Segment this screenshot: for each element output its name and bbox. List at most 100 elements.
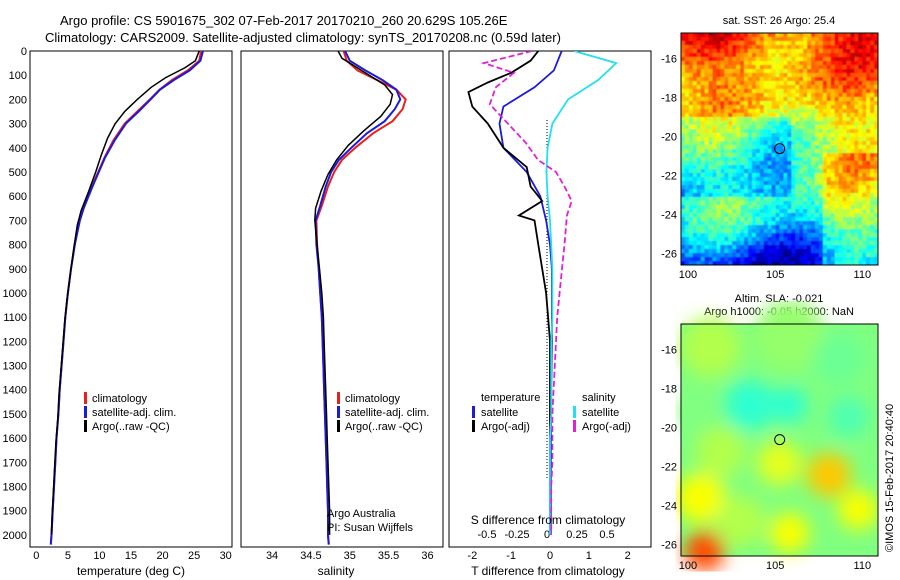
depth-tick-label: 1700	[3, 457, 27, 469]
s-tick-label: -0.5	[478, 529, 497, 541]
legend-climatology: climatology	[345, 393, 401, 405]
depth-tick-label: 800	[9, 240, 27, 252]
lat-tick-label: -18	[661, 383, 677, 395]
lat-tick-label: -22	[661, 461, 677, 473]
depth-tick-label: 300	[9, 119, 27, 131]
depth-tick-label: 1500	[3, 409, 27, 421]
sla-map-frame	[680, 323, 879, 557]
depth-tick-label: 1900	[3, 506, 27, 518]
sst-map-tick-labels: 100 105 110 -16 -18 -20 -22 -24 -26	[661, 53, 871, 281]
legend-t-satellite: satellite	[481, 407, 518, 419]
t-difference-xlabel: T difference from climatology	[471, 564, 625, 578]
series-line-argo-raw-qc-	[314, 51, 394, 535]
s-tick-label: 0.25	[566, 529, 587, 541]
x-tick-label: 2	[625, 550, 631, 562]
s-tick-label: 0	[544, 529, 550, 541]
lon-tick-label: 110	[854, 269, 872, 281]
temperature-legend: climatology satellite-adj. clim. Argo(..…	[84, 392, 176, 433]
lon-tick-label: 105	[766, 269, 784, 281]
lat-tick-label: -22	[661, 170, 677, 182]
lat-tick-label: -20	[661, 422, 677, 434]
legend-swatch-satellite	[337, 406, 340, 418]
imos-credit: ©IMOS 15-Feb-2017 20:40:40	[884, 404, 896, 552]
depth-tick-label: 900	[9, 264, 27, 276]
argo-position-marker	[774, 143, 786, 155]
legend-s-argo: Argo(-adj)	[582, 421, 631, 433]
x-tick-label: 0	[33, 550, 39, 562]
salinity-legend: climatology satellite-adj. clim. Argo(..…	[337, 392, 429, 433]
sla-map-tick-labels: 100 105 110 -16 -18 -20 -22 -24 -26	[661, 344, 871, 572]
lat-tick-label: -18	[661, 92, 677, 104]
series-line-satellite-adj-clim-	[314, 51, 402, 545]
difference-profiles	[467, 51, 618, 535]
depth-tick-label: 400	[9, 143, 27, 155]
x-tick-label: 36	[421, 550, 433, 562]
lat-tick-label: -26	[661, 248, 677, 260]
lat-tick-label: -20	[661, 131, 677, 143]
depth-tick-label: 600	[9, 191, 27, 203]
x-tick-label: 10	[93, 550, 105, 562]
depth-tick-label: 200	[9, 94, 27, 106]
legend-argo: Argo(..raw -QC)	[92, 421, 170, 433]
depth-tick-label: 500	[9, 167, 27, 179]
depth-tick-label: 100	[9, 70, 27, 82]
sst-heatmap	[681, 33, 879, 266]
x-tick-label: -1	[506, 550, 516, 562]
depth-tick-label: 1800	[3, 482, 27, 494]
x-tick-label: 35.5	[378, 550, 399, 562]
x-tick-label: 35	[344, 550, 356, 562]
legend-t-argo: Argo(-adj)	[481, 421, 530, 433]
lon-tick-label: 105	[766, 560, 784, 572]
depth-tick-label: 1100	[3, 312, 27, 324]
depth-tick-label: 0	[21, 46, 27, 58]
legend-salinity-title: salinity	[582, 392, 616, 404]
depth-tick-label: 700	[9, 215, 27, 227]
s-difference-xlabel: S difference from climatology	[471, 513, 626, 527]
temperature-profiles	[49, 51, 204, 545]
difference-panel: -2 -1 0 1 2 -0.5 -0.25 0 0.25 0.5 T difference f…	[448, 50, 652, 578]
x-tick-label: 34	[266, 550, 278, 562]
series-line-sat-salinity	[545, 51, 618, 535]
x-tick-label: 5	[65, 550, 71, 562]
legend-swatch-satellite	[84, 406, 87, 418]
temperature-panel: 0100200300400500600700800900100011001200…	[3, 46, 233, 578]
depth-tick-label: 1000	[3, 288, 27, 300]
title-line-1: Argo profile: CS 5901675_302 07-Feb-2017…	[60, 13, 508, 28]
lon-tick-label: 110	[854, 560, 872, 572]
x-tick-label: 20	[156, 550, 168, 562]
legend-argo: Argo(..raw -QC)	[345, 421, 423, 433]
s-difference-tick-labels: -0.5 -0.25 0 0.25 0.5	[478, 529, 615, 541]
sla-map-panel: Altim. SLA: -0.021 Argo h1000: -0.05 h20…	[661, 293, 879, 572]
sst-map-panel: sat. SST: 26 Argo: 25.4 100 105 110 -16 -18 -…	[661, 15, 879, 281]
depth-tick-label: 1200	[3, 336, 27, 348]
lon-tick-label: 100	[679, 269, 697, 281]
lat-tick-label: -16	[661, 344, 677, 356]
legend-swatch-climatology	[337, 392, 340, 404]
legend-swatch-t-argo	[472, 420, 475, 432]
x-tick-label: 0	[547, 550, 553, 562]
difference-legend: temperature satellite Argo(-adj) salinit…	[472, 392, 631, 433]
title-line-2: Climatology: CARS2009. Satellite-adjuste…	[45, 30, 561, 45]
sla-heatmap	[675, 300, 879, 572]
legend-swatch-argo	[84, 420, 87, 432]
legend-s-satellite: satellite	[582, 407, 619, 419]
annotation-pi: PI: Susan Wijffels	[327, 522, 413, 534]
argo-position-marker	[774, 434, 786, 446]
x-tick-label: 1	[586, 550, 592, 562]
depth-tick-label: 1300	[3, 361, 27, 373]
legend-swatch-s-argo	[573, 420, 576, 432]
depth-tick-labels: 0 100 200 300 400 500 600 700 800 900 1000 1100 1200…	[3, 46, 27, 542]
x-tick-label: 25	[188, 550, 200, 562]
series-line-argo-raw-qc-	[50, 51, 200, 535]
x-tick-label: -2	[467, 550, 477, 562]
salinity-axes	[240, 50, 444, 548]
salinity-tick-labels: 34 34.5 35 35.5 36	[266, 550, 434, 562]
lat-tick-label: -26	[661, 539, 677, 551]
t-difference-tick-labels: -2 -1 0 1 2	[467, 550, 630, 562]
sst-map-frame	[680, 32, 879, 266]
temperature-xlabel: temperature (deg C)	[77, 564, 185, 578]
annotation-argo-australia: Argo Australia	[327, 508, 396, 520]
lat-tick-label: -16	[661, 53, 677, 65]
legend-swatch-climatology	[84, 392, 87, 404]
